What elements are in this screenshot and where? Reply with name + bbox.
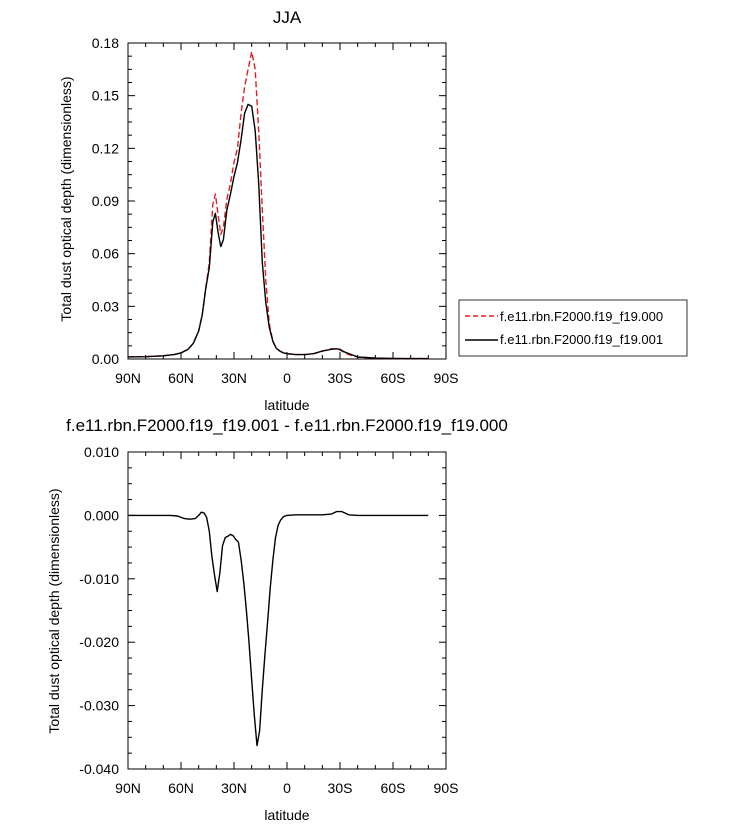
- top-x-tick-label: 30N: [221, 370, 247, 386]
- top-x-tick-label: 60N: [168, 370, 194, 386]
- top-axis-ticks: 90N 60N 30N 0 30S 60S 90S 0.00 0.03 0.06 0.09 0.12 0…: [92, 35, 459, 386]
- bottom-y-tick-label: -0.040: [79, 761, 119, 777]
- top-y-tick-label: 0.18: [92, 35, 119, 51]
- bottom-x-tick-label: 60S: [381, 780, 406, 796]
- top-y-tick-label: 0.15: [92, 88, 119, 104]
- top-y-tick-label: 0.06: [92, 246, 119, 262]
- top-y-axis-label: Total dust optical depth (dimensionless): [58, 76, 74, 321]
- top-x-tick-label: 90N: [115, 370, 141, 386]
- bottom-series-line-0: [128, 510, 429, 747]
- top-x-tick-label: 90S: [434, 370, 459, 386]
- bottom-x-tick-label: 30S: [328, 780, 353, 796]
- bottom-axis-ticks: 90N 60N 30N 0 30S 60S 90S 0.010 0.000 -0.010 -0.02…: [79, 444, 458, 796]
- top-series-line-1: [127, 103, 429, 360]
- legend-label-000: f.e11.rbn.F2000.f19_f19.000: [500, 309, 663, 324]
- bottom-x-tick-label: 60N: [168, 780, 194, 796]
- top-y-tick-label: 0.09: [92, 193, 119, 209]
- legend-label-001: f.e11.rbn.F2000.f19_f19.001: [500, 332, 663, 347]
- top-x-tick-label: 60S: [381, 370, 406, 386]
- top-plot-frame: [127, 42, 447, 360]
- bottom-series-group: [128, 510, 429, 747]
- bottom-panel: f.e11.rbn.F2000.f19_f19.001 - f.e11.rbn.…: [46, 416, 508, 823]
- bottom-x-tick-label: 90N: [115, 780, 141, 796]
- bottom-y-tick-label: 0.000: [84, 507, 119, 523]
- top-y-tick-label: 0.00: [92, 351, 119, 367]
- top-chart-title: JJA: [273, 8, 302, 27]
- bottom-x-axis-label: latitude: [264, 807, 309, 823]
- legend-box: [458, 299, 688, 357]
- bottom-x-tick-label: 90S: [434, 780, 459, 796]
- bottom-y-tick-label: -0.030: [79, 698, 119, 714]
- bottom-y-tick-label: -0.010: [79, 571, 119, 587]
- bottom-x-tick-label: 30N: [221, 780, 247, 796]
- top-y-tick-label: 0.03: [92, 298, 119, 314]
- top-y-tick-label: 0.12: [92, 140, 119, 156]
- bottom-y-tick-label: 0.010: [84, 444, 119, 460]
- bottom-chart-title: f.e11.rbn.F2000.f19_f19.001 - f.e11.rbn.…: [66, 416, 508, 435]
- bottom-y-tick-label: -0.020: [79, 634, 119, 650]
- bottom-y-axis-label: Total dust optical depth (dimensionless): [46, 488, 62, 733]
- top-series-group: [127, 51, 429, 360]
- top-x-axis-label: latitude: [264, 397, 309, 413]
- bottom-x-tick-label: 0: [283, 780, 291, 796]
- bottom-plot-frame: [127, 451, 447, 770]
- top-panel: JJA 90N 60N 30N 0 30S 60S 90S 0.00 0.03 0.06 0.09 0…: [58, 8, 688, 413]
- top-x-tick-label: 30S: [328, 370, 353, 386]
- legend: f.e11.rbn.F2000.f19_f19.000 f.e11.rbn.F2…: [458, 299, 688, 357]
- top-series-line-0: [127, 51, 429, 360]
- top-x-tick-label: 0: [283, 370, 291, 386]
